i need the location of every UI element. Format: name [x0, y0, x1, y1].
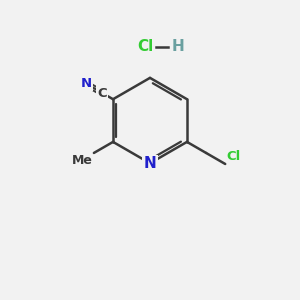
- Text: C: C: [98, 86, 107, 100]
- Text: Cl: Cl: [137, 39, 154, 54]
- Text: Me: Me: [72, 154, 92, 167]
- Text: H: H: [172, 39, 184, 54]
- Text: N: N: [80, 76, 92, 89]
- Text: N: N: [144, 156, 156, 171]
- Text: Cl: Cl: [227, 149, 241, 163]
